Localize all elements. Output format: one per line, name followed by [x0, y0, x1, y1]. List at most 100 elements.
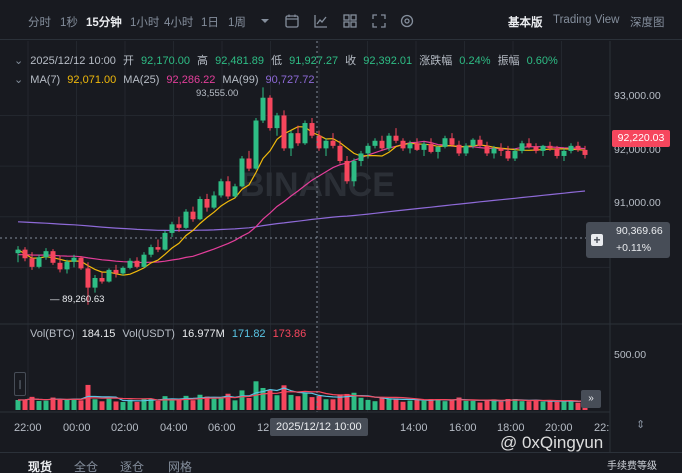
interval-tab-timeline[interactable]: 分时: [28, 17, 51, 29]
candle-body: [134, 260, 140, 267]
candle-body: [29, 258, 35, 267]
candle-body: [554, 148, 560, 156]
candle-body: [141, 254, 147, 267]
volume-bar: [498, 401, 504, 410]
chart-toolbar: 分时 1秒 15分钟 1小时 4小时 1日 1周 基本版 Trading Vie…: [0, 0, 682, 40]
interval-tab-1s[interactable]: 1秒: [60, 17, 78, 29]
settings-icon[interactable]: [399, 13, 415, 29]
candle-body: [288, 133, 294, 149]
ma25-label: MA(25): [123, 74, 160, 86]
candle-body: [337, 145, 343, 162]
volume-bar: [232, 400, 238, 410]
volume-bar: [225, 393, 231, 410]
volume-bar: [148, 398, 154, 410]
candle-body: [547, 145, 553, 149]
mode-depth[interactable]: 深度图: [630, 17, 665, 29]
tab-grid[interactable]: 网格: [168, 460, 193, 473]
candle-body: [575, 145, 581, 150]
candlestick-chart[interactable]: BINANCE: [0, 41, 682, 452]
candle-body: [449, 138, 455, 145]
candle-body: [400, 140, 406, 149]
candle-body: [484, 145, 490, 154]
grid-lines: [0, 41, 610, 412]
tab-cross[interactable]: 全仓: [74, 460, 99, 473]
volume-bar: [162, 396, 168, 410]
interval-tab-1h[interactable]: 1小时: [130, 17, 160, 29]
tab-spot[interactable]: 现货: [28, 460, 53, 473]
volume-bar: [540, 401, 546, 410]
author-overlay: @ 0xQingyun: [500, 433, 604, 452]
interval-tab-15m[interactable]: 15分钟: [86, 17, 122, 29]
mode-basic[interactable]: 基本版: [508, 17, 543, 29]
volume-bar: [568, 400, 574, 410]
time-tick: 16:00: [449, 422, 477, 434]
volume-bar: [211, 398, 217, 410]
candle-body: [428, 143, 434, 152]
caret-down-icon[interactable]: [257, 13, 273, 29]
volume-bar: [330, 399, 336, 410]
ma99-value: 90,727.72: [265, 74, 315, 86]
time-tick: 14:00: [400, 422, 428, 434]
interval-tab-4h[interactable]: 4小时: [164, 17, 194, 29]
candle-settings-icon[interactable]: [284, 13, 300, 29]
candle-body: [239, 158, 245, 187]
volume-bar: [351, 392, 357, 410]
candle-body: [22, 249, 28, 259]
candle-body: [260, 97, 266, 121]
volume-bar: [57, 399, 63, 410]
axis-scale-icon[interactable]: ⇕: [636, 419, 646, 431]
ma25-value: 92,286.22: [166, 74, 216, 86]
candle-body: [491, 148, 497, 154]
volume-bar: [435, 399, 441, 410]
volume-bar: [400, 401, 406, 410]
volume-ma-lines: [17, 387, 586, 403]
candle-body: [505, 150, 511, 159]
crosshair-price: 90,369.66: [616, 225, 663, 237]
volume-bar: [519, 401, 525, 410]
interval-tab-1d[interactable]: 1日: [201, 17, 219, 29]
candle-body: [379, 140, 385, 149]
volume-bar: [218, 396, 224, 410]
low-label: 低: [271, 55, 283, 67]
vol-ma1-value: 171.82: [231, 328, 266, 340]
crosshair-time: 2025/12/12 10:00: [270, 418, 368, 436]
collapse-left-icon[interactable]: ❘: [14, 372, 26, 396]
candle-body: [309, 123, 315, 136]
vol-usdt-value: 16.977M: [182, 328, 225, 340]
low-value: 91,927.27: [289, 55, 339, 67]
candle-body: [211, 195, 217, 208]
time-tick: 22:00: [14, 422, 42, 434]
volume-bar: [309, 397, 315, 410]
volume-bar: [414, 399, 420, 410]
open-label: 开: [122, 55, 134, 67]
plus-icon[interactable]: +: [591, 234, 603, 246]
volume-bar: [22, 399, 28, 410]
candle-body: [372, 140, 378, 146]
candle-body: [253, 120, 259, 169]
indicator-icon[interactable]: [313, 13, 329, 29]
interval-tab-1w[interactable]: 1周: [228, 17, 246, 29]
candle-body: [106, 269, 112, 282]
volume-bar: [463, 400, 469, 410]
volume-bar: [316, 395, 322, 410]
scroll-latest-icon[interactable]: »: [581, 390, 601, 408]
layout-icon[interactable]: [342, 13, 358, 29]
volume-bar: [127, 399, 133, 410]
candle-body: [274, 115, 280, 129]
volume-bar: [36, 400, 42, 410]
tab-isolated[interactable]: 逐仓: [120, 460, 145, 473]
candle-body: [456, 144, 462, 154]
volume-bar: [106, 398, 112, 410]
mode-tradingview[interactable]: Trading View: [553, 14, 620, 26]
volume-bar: [155, 400, 161, 410]
last-price-tag: 92,220.03: [612, 130, 670, 147]
time-tick: 00:00: [63, 422, 91, 434]
candle-body: [414, 143, 420, 150]
candle-body: [316, 135, 322, 149]
time-tick: 12: [257, 422, 270, 434]
candle-body: [533, 146, 539, 151]
low-marker-value: 89,260.63: [62, 294, 105, 305]
volume-bar: [78, 400, 84, 410]
expand-icon[interactable]: [371, 13, 387, 29]
vol-btc-label: Vol(BTC): [30, 328, 75, 340]
